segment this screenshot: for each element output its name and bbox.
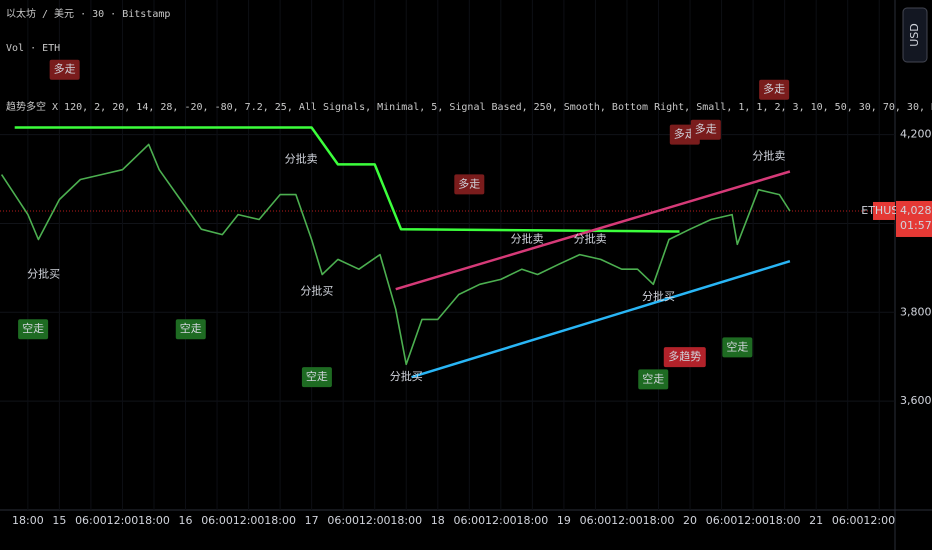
x-tick-label: 16 — [179, 514, 193, 527]
x-tick-label: 18:00 — [643, 514, 675, 527]
x-tick-label: 18:00 — [138, 514, 170, 527]
signal-label: 多走 — [458, 176, 480, 190]
signal-label: 分批买 — [27, 267, 60, 281]
x-tick-label: 12:00 — [107, 514, 139, 527]
x-tick-label: 18 — [431, 514, 445, 527]
signal-label: 分批买 — [300, 283, 333, 297]
signal-label: 分批买 — [390, 369, 423, 383]
symbol-tag-box — [873, 201, 895, 220]
last-price-label: 4,028.1 — [900, 204, 932, 217]
signal-box — [638, 369, 669, 390]
x-tick-label: 20 — [683, 514, 697, 527]
signal-box — [18, 319, 49, 340]
x-tick-label: 21 — [809, 514, 823, 527]
signal-label: 分批买 — [642, 289, 675, 303]
x-tick-label: 12:00 — [737, 514, 769, 527]
series-line — [14, 126, 680, 233]
x-tick-label: 06:00 — [327, 514, 359, 527]
x-tick-label: 12:00 — [359, 514, 391, 527]
symbol-tag: ETHUSD — [861, 204, 906, 217]
signal-label: 分批卖 — [285, 151, 318, 165]
signal-box — [301, 367, 332, 388]
signal-label: 空走 — [22, 321, 44, 335]
x-tick-label: 18:00 — [769, 514, 801, 527]
indicator-legend: 趋势多空 X 120, 2, 20, 14, 28, -20, -80, 7.2… — [6, 100, 932, 113]
signal-box — [454, 174, 485, 195]
x-tick-label: 18:00 — [264, 514, 296, 527]
signal-label: 多趋势 — [668, 349, 701, 363]
y-tick-label: 3,600.0 — [900, 394, 932, 407]
signal-label: 分批卖 — [752, 148, 785, 162]
volume-legend: Vol · ETH — [6, 43, 60, 54]
signal-label: 空走 — [642, 371, 664, 385]
y-tick-label: 4,200.0 — [900, 128, 932, 141]
x-tick-label: 06:00 — [201, 514, 233, 527]
signal-box — [663, 347, 706, 368]
x-tick-label: 06:00 — [706, 514, 738, 527]
signal-box — [49, 59, 80, 80]
currency-button[interactable] — [902, 7, 928, 63]
currency-label: USD — [908, 23, 921, 47]
last-price-box — [896, 200, 932, 237]
symbol-title: 以太坊 / 美元 · 30 · Bitstamp — [6, 7, 170, 20]
signal-label: 多走 — [763, 82, 785, 96]
signal-label: 分批卖 — [511, 231, 544, 245]
signal-label: 分批卖 — [574, 231, 607, 245]
signal-label: 多走 — [54, 62, 76, 76]
signal-box — [722, 337, 753, 358]
signal-label: 多走 — [674, 127, 696, 141]
x-tick-label: 06:00 — [75, 514, 107, 527]
signal-box — [759, 79, 790, 100]
signal-label: 多走 — [695, 122, 717, 136]
signal-box — [175, 319, 206, 340]
x-tick-label: 18:00 — [517, 514, 549, 527]
signal-label: 空走 — [180, 321, 202, 335]
x-tick-label: 06:00 — [832, 514, 864, 527]
x-tick-label: 18:00 — [12, 514, 44, 527]
signal-label: 空走 — [306, 369, 328, 383]
x-tick-label: 12:00 — [233, 514, 265, 527]
signal-box — [690, 119, 721, 140]
x-tick-label: 06:00 — [580, 514, 612, 527]
x-tick-label: 17 — [305, 514, 319, 527]
x-tick-label: 12:00 — [485, 514, 517, 527]
y-tick-label: 3,800.0 — [900, 305, 932, 318]
x-tick-label: 06:00 — [453, 514, 485, 527]
x-tick-label: 19 — [557, 514, 571, 527]
x-tick-label: 18:00 — [390, 514, 422, 527]
series-line — [411, 260, 791, 379]
series-line — [395, 170, 791, 291]
x-tick-label: 12:00 — [863, 514, 895, 527]
series-line — [0, 143, 791, 366]
countdown: 01:57 — [900, 219, 932, 232]
signal-label: 空走 — [726, 339, 748, 353]
x-tick-label: 15 — [52, 514, 66, 527]
x-tick-label: 12:00 — [611, 514, 643, 527]
